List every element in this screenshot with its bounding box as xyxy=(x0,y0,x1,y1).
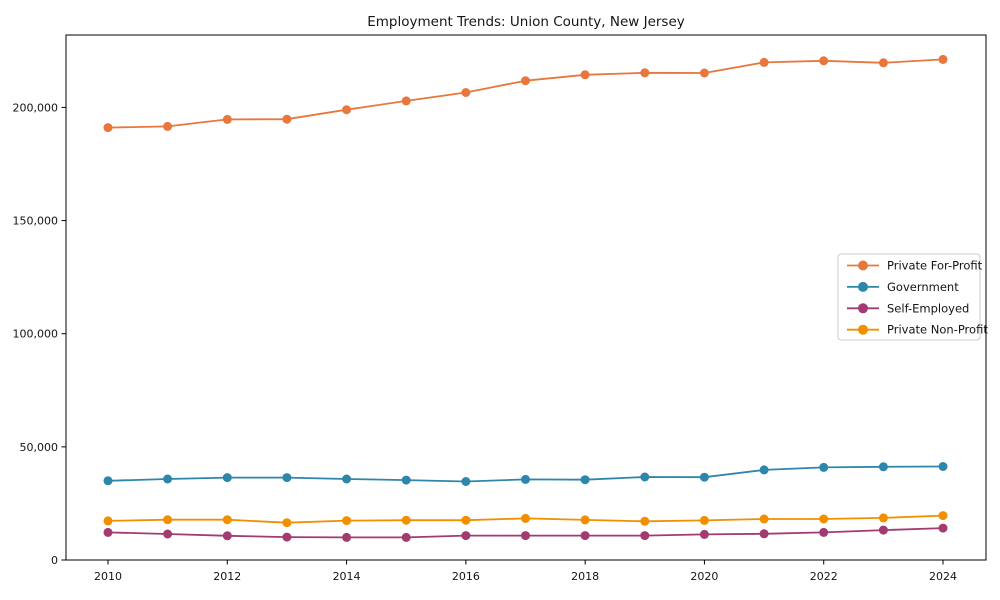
data-point-private-non-profit-2012 xyxy=(222,515,232,525)
chart-title: Employment Trends: Union County, New Jer… xyxy=(367,14,685,30)
data-point-private-for-profit-2010 xyxy=(103,123,113,133)
data-point-private-non-profit-2024 xyxy=(938,511,948,521)
plot-area-border xyxy=(65,34,987,561)
data-point-private-for-profit-2016 xyxy=(461,88,471,97)
x-tick-label: 2014 xyxy=(333,570,361,583)
data-point-self-employed-2020 xyxy=(699,529,709,539)
data-point-self-employed-2019 xyxy=(640,531,650,541)
data-point-private-for-profit-2019 xyxy=(640,68,650,78)
legend-label: Government xyxy=(887,280,959,294)
data-point-private-non-profit-2011 xyxy=(163,515,173,525)
data-point-self-employed-2017 xyxy=(521,531,530,541)
data-point-government-2021 xyxy=(759,465,769,475)
data-point-private-non-profit-2018 xyxy=(580,515,590,525)
data-point-self-employed-2024 xyxy=(938,523,948,533)
data-point-private-for-profit-2011 xyxy=(163,121,173,131)
data-point-self-employed-2022 xyxy=(819,527,829,537)
data-point-private-for-profit-2015 xyxy=(401,96,411,106)
data-point-self-employed-2011 xyxy=(163,529,173,539)
series-line-private-for-profit xyxy=(107,58,944,129)
data-point-private-non-profit-2015 xyxy=(401,515,411,525)
legend-box xyxy=(837,253,981,341)
legend-layer: Private For-Profit Government Self-Employe… xyxy=(837,253,988,341)
data-point-self-employed-2010 xyxy=(103,527,113,537)
data-point-private-for-profit-2022 xyxy=(819,56,829,66)
y-tick-label: 200,000 xyxy=(13,101,59,114)
data-point-private-non-profit-2023 xyxy=(878,513,888,523)
data-point-government-2017 xyxy=(521,474,530,484)
data-point-private-non-profit-2021 xyxy=(759,514,769,524)
legend-label: Private Non-Profit xyxy=(887,323,988,337)
legend-item-self-employed: Self-Employed xyxy=(847,301,969,315)
y-tick-label: 0 xyxy=(51,554,58,567)
data-point-self-employed-2015 xyxy=(401,532,411,542)
legend-label: Private For-Profit xyxy=(887,259,983,273)
y-tick-label: 150,000 xyxy=(13,215,59,228)
axes-layer: 0 50,000 100,000 150,000 200,000 2010 2012 2014… xyxy=(13,34,987,583)
x-tick-label: 2012 xyxy=(213,570,241,583)
legend-marker-icon xyxy=(858,303,868,314)
legend-item-private-non-profit: Private Non-Profit xyxy=(847,323,988,337)
data-point-government-2024 xyxy=(938,462,948,471)
data-point-self-employed-2013 xyxy=(282,532,292,542)
data-point-private-for-profit-2024 xyxy=(938,54,948,64)
data-point-government-2014 xyxy=(342,474,352,484)
series-layer xyxy=(103,54,948,542)
legend-marker-icon xyxy=(858,260,868,271)
data-point-private-for-profit-2018 xyxy=(580,70,590,80)
data-point-private-non-profit-2020 xyxy=(699,515,709,525)
data-point-private-for-profit-2023 xyxy=(878,58,888,68)
series-government xyxy=(103,462,948,486)
y-tick-label: 50,000 xyxy=(20,441,59,454)
legend-marker-icon xyxy=(858,324,868,335)
data-point-government-2019 xyxy=(640,472,650,482)
series-self-employed xyxy=(103,523,948,542)
series-private-non-profit xyxy=(103,511,948,528)
data-point-government-2015 xyxy=(401,475,411,485)
data-point-private-non-profit-2013 xyxy=(282,518,292,528)
data-point-government-2010 xyxy=(103,476,113,486)
y-tick-label: 100,000 xyxy=(13,328,59,341)
data-point-private-non-profit-2022 xyxy=(819,514,829,524)
data-point-private-for-profit-2017 xyxy=(521,76,530,86)
data-point-self-employed-2016 xyxy=(461,531,471,541)
data-point-private-for-profit-2013 xyxy=(282,114,292,124)
data-point-private-non-profit-2017 xyxy=(521,513,530,523)
data-point-government-2011 xyxy=(163,474,173,484)
data-point-government-2012 xyxy=(222,473,232,483)
data-point-government-2023 xyxy=(878,462,888,472)
series-private-for-profit xyxy=(103,54,948,133)
data-point-government-2018 xyxy=(580,475,590,485)
data-point-self-employed-2018 xyxy=(580,531,590,541)
legend-label: Self-Employed xyxy=(887,301,969,315)
data-point-private-for-profit-2012 xyxy=(222,114,232,124)
data-point-private-non-profit-2010 xyxy=(103,516,113,526)
x-tick-label: 2024 xyxy=(929,570,957,583)
data-point-private-non-profit-2014 xyxy=(342,516,352,526)
x-tick-label: 2020 xyxy=(690,570,718,583)
data-point-self-employed-2021 xyxy=(759,529,769,539)
data-point-private-for-profit-2021 xyxy=(759,57,769,67)
x-tick-label: 2018 xyxy=(571,570,599,583)
data-point-private-for-profit-2014 xyxy=(342,105,352,115)
data-point-government-2022 xyxy=(819,462,829,472)
x-tick-label: 2010 xyxy=(94,570,122,583)
data-point-self-employed-2012 xyxy=(222,531,232,541)
data-point-government-2016 xyxy=(461,477,471,486)
x-tick-label: 2022 xyxy=(810,570,838,583)
data-point-government-2020 xyxy=(699,472,709,482)
legend-item-private-for-profit: Private For-Profit xyxy=(847,259,983,273)
legend-item-government: Government xyxy=(847,280,959,294)
x-tick-label: 2016 xyxy=(452,570,480,583)
data-point-private-for-profit-2020 xyxy=(699,68,709,78)
data-point-private-non-profit-2019 xyxy=(640,516,650,526)
legend-marker-icon xyxy=(858,281,868,292)
data-point-private-non-profit-2016 xyxy=(461,515,471,525)
data-point-self-employed-2014 xyxy=(342,532,352,542)
data-point-government-2013 xyxy=(282,473,292,483)
data-point-self-employed-2023 xyxy=(878,525,888,535)
